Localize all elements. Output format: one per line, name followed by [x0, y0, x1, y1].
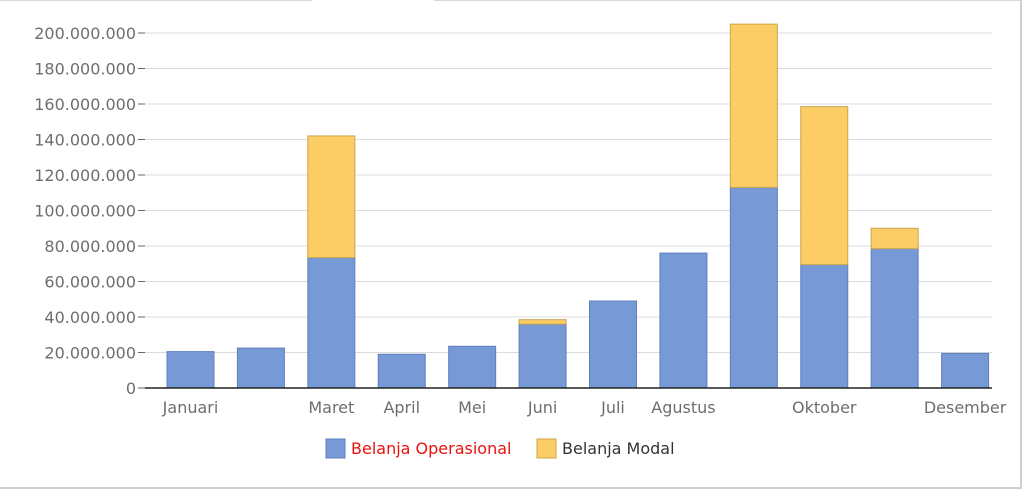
- x-tick-label: Agustus: [651, 398, 715, 417]
- x-tick-label: April: [383, 398, 420, 417]
- x-tick-label: Maret: [308, 398, 354, 417]
- bar-belanja-operasional[interactable]: [518, 323, 567, 389]
- gridlines: [145, 32, 992, 353]
- x-axis-tick-labels: Januari Maret April Mei Juni Juli Agustus Oktob…: [162, 398, 1007, 417]
- bar-belanja-operasional[interactable]: [166, 351, 215, 389]
- y-tick-label: 180.000.000: [34, 60, 136, 79]
- bar-belanja-modal[interactable]: [307, 135, 356, 259]
- bar-belanja-operasional[interactable]: [236, 347, 285, 389]
- y-axis-tick-labels: 0 20.000.000 40.000.000 60.000.000 80.000.00…: [34, 24, 145, 398]
- y-tick-label: 140.000.000: [34, 131, 136, 150]
- x-tick-label: Oktober: [792, 398, 857, 417]
- bar-belanja-operasional[interactable]: [307, 257, 356, 389]
- x-tick-label: Januari: [162, 398, 219, 417]
- y-tick-label: 20.000.000: [44, 344, 136, 363]
- legend-label: Belanja Modal: [562, 439, 675, 458]
- x-tick-label: Juli: [600, 398, 625, 417]
- legend-swatch: [325, 438, 346, 459]
- bar-belanja-operasional[interactable]: [377, 353, 426, 389]
- bar-belanja-operasional[interactable]: [589, 300, 637, 389]
- bar-belanja-modal[interactable]: [518, 319, 567, 325]
- bars: [166, 23, 990, 389]
- bar-belanja-modal[interactable]: [729, 23, 778, 188]
- y-tick-label: 100.000.000: [34, 202, 136, 221]
- bar-belanja-modal[interactable]: [800, 106, 849, 266]
- y-tick-label: 120.000.000: [34, 166, 136, 185]
- x-tick-label: Juni: [527, 398, 557, 417]
- bar-belanja-operasional[interactable]: [941, 352, 990, 389]
- tab-notch: [312, 0, 434, 3]
- x-tick-label: Desember: [924, 398, 1007, 417]
- x-tick-label: Mei: [458, 398, 486, 417]
- y-tick-label: 160.000.000: [34, 95, 136, 114]
- legend-item-belanja-modal[interactable]: Belanja Modal: [536, 438, 675, 459]
- bar-belanja-modal[interactable]: [870, 227, 919, 250]
- y-tick-label: 40.000.000: [44, 308, 136, 327]
- legend-label: Belanja Operasional: [351, 439, 511, 458]
- bar-belanja-operasional[interactable]: [659, 252, 708, 389]
- legend-swatch: [536, 438, 557, 459]
- legend[interactable]: Belanja Operasional Belanja Modal: [325, 438, 675, 459]
- legend-item-belanja-operasional[interactable]: Belanja Operasional: [325, 438, 511, 459]
- y-tick-label: 60.000.000: [44, 273, 136, 292]
- y-tick-label: 80.000.000: [44, 237, 136, 256]
- bar-belanja-operasional[interactable]: [448, 345, 497, 389]
- y-tick-label: 0: [126, 379, 136, 398]
- bar-belanja-operasional[interactable]: [870, 248, 919, 389]
- bar-belanja-operasional[interactable]: [729, 186, 778, 389]
- y-tick-label: 200.000.000: [34, 24, 136, 43]
- bar-belanja-operasional[interactable]: [800, 264, 849, 389]
